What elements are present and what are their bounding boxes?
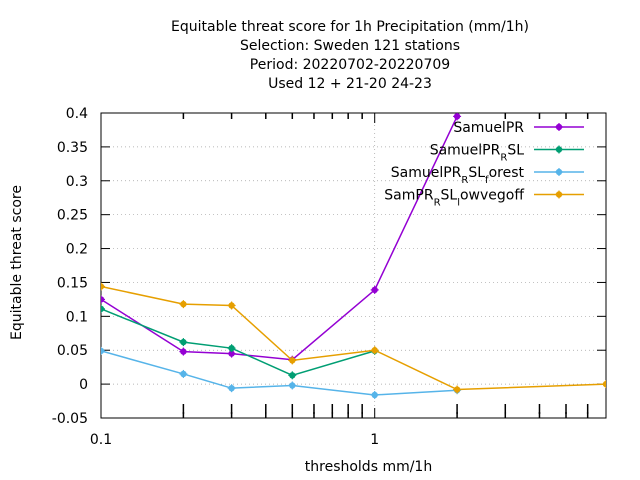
data-point — [101, 295, 105, 304]
y-tick-label: 0 — [79, 377, 88, 393]
y-tick-label: 0.35 — [57, 140, 88, 156]
legend-entry: SamuelPRRSL — [430, 143, 584, 164]
series-2 — [101, 346, 462, 399]
series-1 — [101, 304, 379, 380]
series-line — [101, 116, 458, 361]
x-tick-label: 0.1 — [90, 432, 112, 448]
data-point — [453, 113, 462, 121]
series-line — [101, 285, 606, 391]
plot-frame — [100, 112, 607, 419]
data-point — [288, 371, 297, 380]
data-point — [179, 369, 188, 378]
legend-label: SamPRRSLlowvegoff — [384, 188, 524, 209]
legend-entry: SamPRRSLlowvegoff — [384, 188, 584, 209]
series-0 — [101, 113, 462, 364]
legend-entry: SamuelPRRSLforest — [391, 165, 584, 186]
y-tick-label: 0.3 — [66, 174, 88, 190]
data-point — [101, 346, 105, 355]
data-point — [227, 344, 236, 353]
legend-marker — [555, 190, 563, 199]
y-tick-label: 0.25 — [57, 208, 88, 224]
y-tick-label: 0.4 — [66, 106, 88, 122]
legend-label: SamuelPR — [453, 120, 524, 136]
y-tick-label: 0.2 — [66, 242, 88, 258]
data-point — [370, 346, 379, 355]
legend-marker — [555, 168, 563, 176]
x-axis-label: thresholds mm/1h — [305, 459, 432, 475]
data-point — [453, 385, 462, 394]
data-point — [227, 301, 236, 310]
data-point — [179, 300, 188, 309]
legend-label: SamuelPRRSLforest — [391, 165, 525, 186]
legend-label: SamuelPRRSL — [430, 143, 524, 164]
legend-entry: SamuelPR — [453, 120, 584, 136]
legend-marker — [555, 145, 563, 154]
y-tick-label: 0.05 — [57, 343, 88, 359]
chart-title: Equitable threat score for 1h Precipitat… — [171, 19, 529, 92]
series-3 — [101, 282, 606, 394]
title-line: Selection: Sweden 121 stations — [240, 38, 460, 54]
data-point — [288, 356, 297, 365]
y-axis-label: Equitable threat score — [9, 185, 25, 340]
legend: SamuelPR SamuelPRRSLSamuelPRRSLforestSamP… — [384, 120, 584, 208]
y-tick-label: 0.1 — [66, 309, 88, 325]
data-point — [288, 381, 297, 390]
data-point — [179, 338, 188, 347]
data-point — [370, 285, 379, 294]
y-tick-label: 0.15 — [57, 275, 88, 291]
y-tick-label: -0.05 — [52, 411, 88, 427]
data-point — [602, 380, 606, 389]
title-line: Period: 20220702-20220709 — [250, 57, 450, 73]
data-series — [101, 113, 606, 399]
series-line — [101, 350, 458, 396]
series-line — [101, 308, 375, 377]
title-line: Equitable threat score for 1h Precipitat… — [171, 19, 529, 35]
axis-ticks: -0.05 0 0.05 0.1 0.15 0.2 0.25 0.3 0.35 0.4 0.1 1 — [52, 106, 606, 448]
data-point — [101, 304, 105, 313]
data-point — [179, 347, 188, 356]
legend-marker — [555, 123, 563, 131]
data-point — [370, 390, 379, 399]
data-point — [101, 282, 105, 291]
data-point — [227, 384, 236, 393]
x-tick-label: 1 — [370, 432, 379, 448]
title-line: Used 12 + 21-20 24-23 — [268, 76, 432, 92]
